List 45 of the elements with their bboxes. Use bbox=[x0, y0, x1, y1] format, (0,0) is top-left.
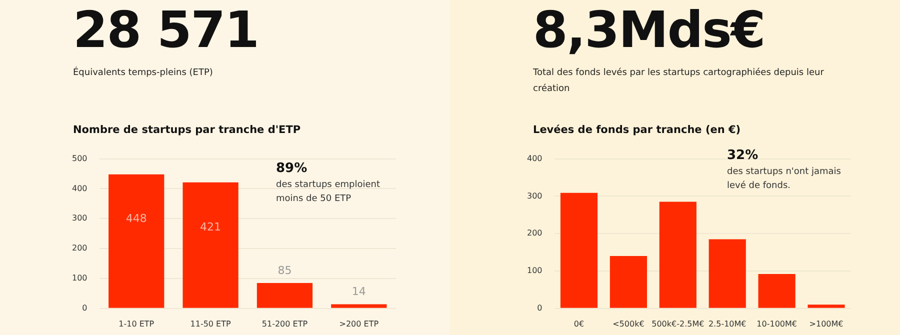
annotation: des startups n'ont jamais levé de fonds. bbox=[727, 166, 842, 193]
x-tick-label: 10-100M€ bbox=[756, 319, 797, 328]
y-tick-label: 500 bbox=[72, 154, 88, 163]
x-tick-label: >100M€ bbox=[809, 319, 844, 328]
chart-title: Nombre de startups par tranche d'ETP bbox=[73, 124, 301, 136]
y-tick-label: 200 bbox=[72, 244, 88, 253]
y-tick-label: 100 bbox=[526, 266, 542, 276]
bar bbox=[610, 256, 647, 308]
bar bbox=[659, 202, 696, 308]
data-label: 14 bbox=[352, 285, 366, 298]
y-tick-label: 0 bbox=[82, 303, 88, 312]
annotation: des startups emploient moins de 50 ETP bbox=[276, 179, 382, 206]
bar bbox=[256, 282, 313, 308]
y-tick-label: 300 bbox=[72, 214, 88, 223]
y-tick-label: 0 bbox=[537, 303, 542, 312]
annotation: 32% bbox=[727, 147, 760, 165]
bar bbox=[182, 182, 238, 308]
y-tick-label: 400 bbox=[526, 154, 542, 163]
y-tick-label: 400 bbox=[72, 184, 88, 193]
x-tick-label: 51-200 ETP bbox=[262, 319, 308, 328]
annotation: 89% bbox=[276, 160, 308, 178]
bar bbox=[108, 174, 164, 308]
bar bbox=[560, 192, 598, 308]
bar bbox=[331, 304, 387, 308]
x-tick-label: >200 ETP bbox=[339, 319, 379, 328]
x-tick-label: 1-10 ETP bbox=[118, 319, 154, 328]
y-tick-label: 100 bbox=[72, 274, 88, 283]
data-label: 448 bbox=[126, 212, 147, 226]
y-tick-label: 300 bbox=[526, 191, 542, 200]
x-tick-label: 2.5-10M€ bbox=[708, 319, 746, 328]
data-label: 421 bbox=[200, 220, 222, 234]
text: Total des fonds levés par les startups cartographiées depuis leur création bbox=[533, 66, 825, 96]
x-tick-label: 11-50 ETP bbox=[190, 319, 231, 328]
bar bbox=[808, 304, 845, 308]
text: 8,3Mds€ bbox=[533, 0, 765, 60]
data-label: 85 bbox=[278, 264, 292, 277]
chart-title: Levées de fonds par tranche (en €) bbox=[533, 124, 741, 136]
text: Équivalents temps-pleins (ETP) bbox=[73, 66, 214, 80]
text: 28 571 bbox=[73, 0, 258, 60]
bar bbox=[758, 274, 796, 308]
x-tick-label: <500k€ bbox=[612, 319, 644, 328]
x-tick-label: 500k€-2.5M€ bbox=[652, 319, 704, 328]
x-tick-label: 0€ bbox=[574, 319, 584, 328]
bar bbox=[708, 239, 746, 308]
y-tick-label: 200 bbox=[526, 228, 542, 238]
